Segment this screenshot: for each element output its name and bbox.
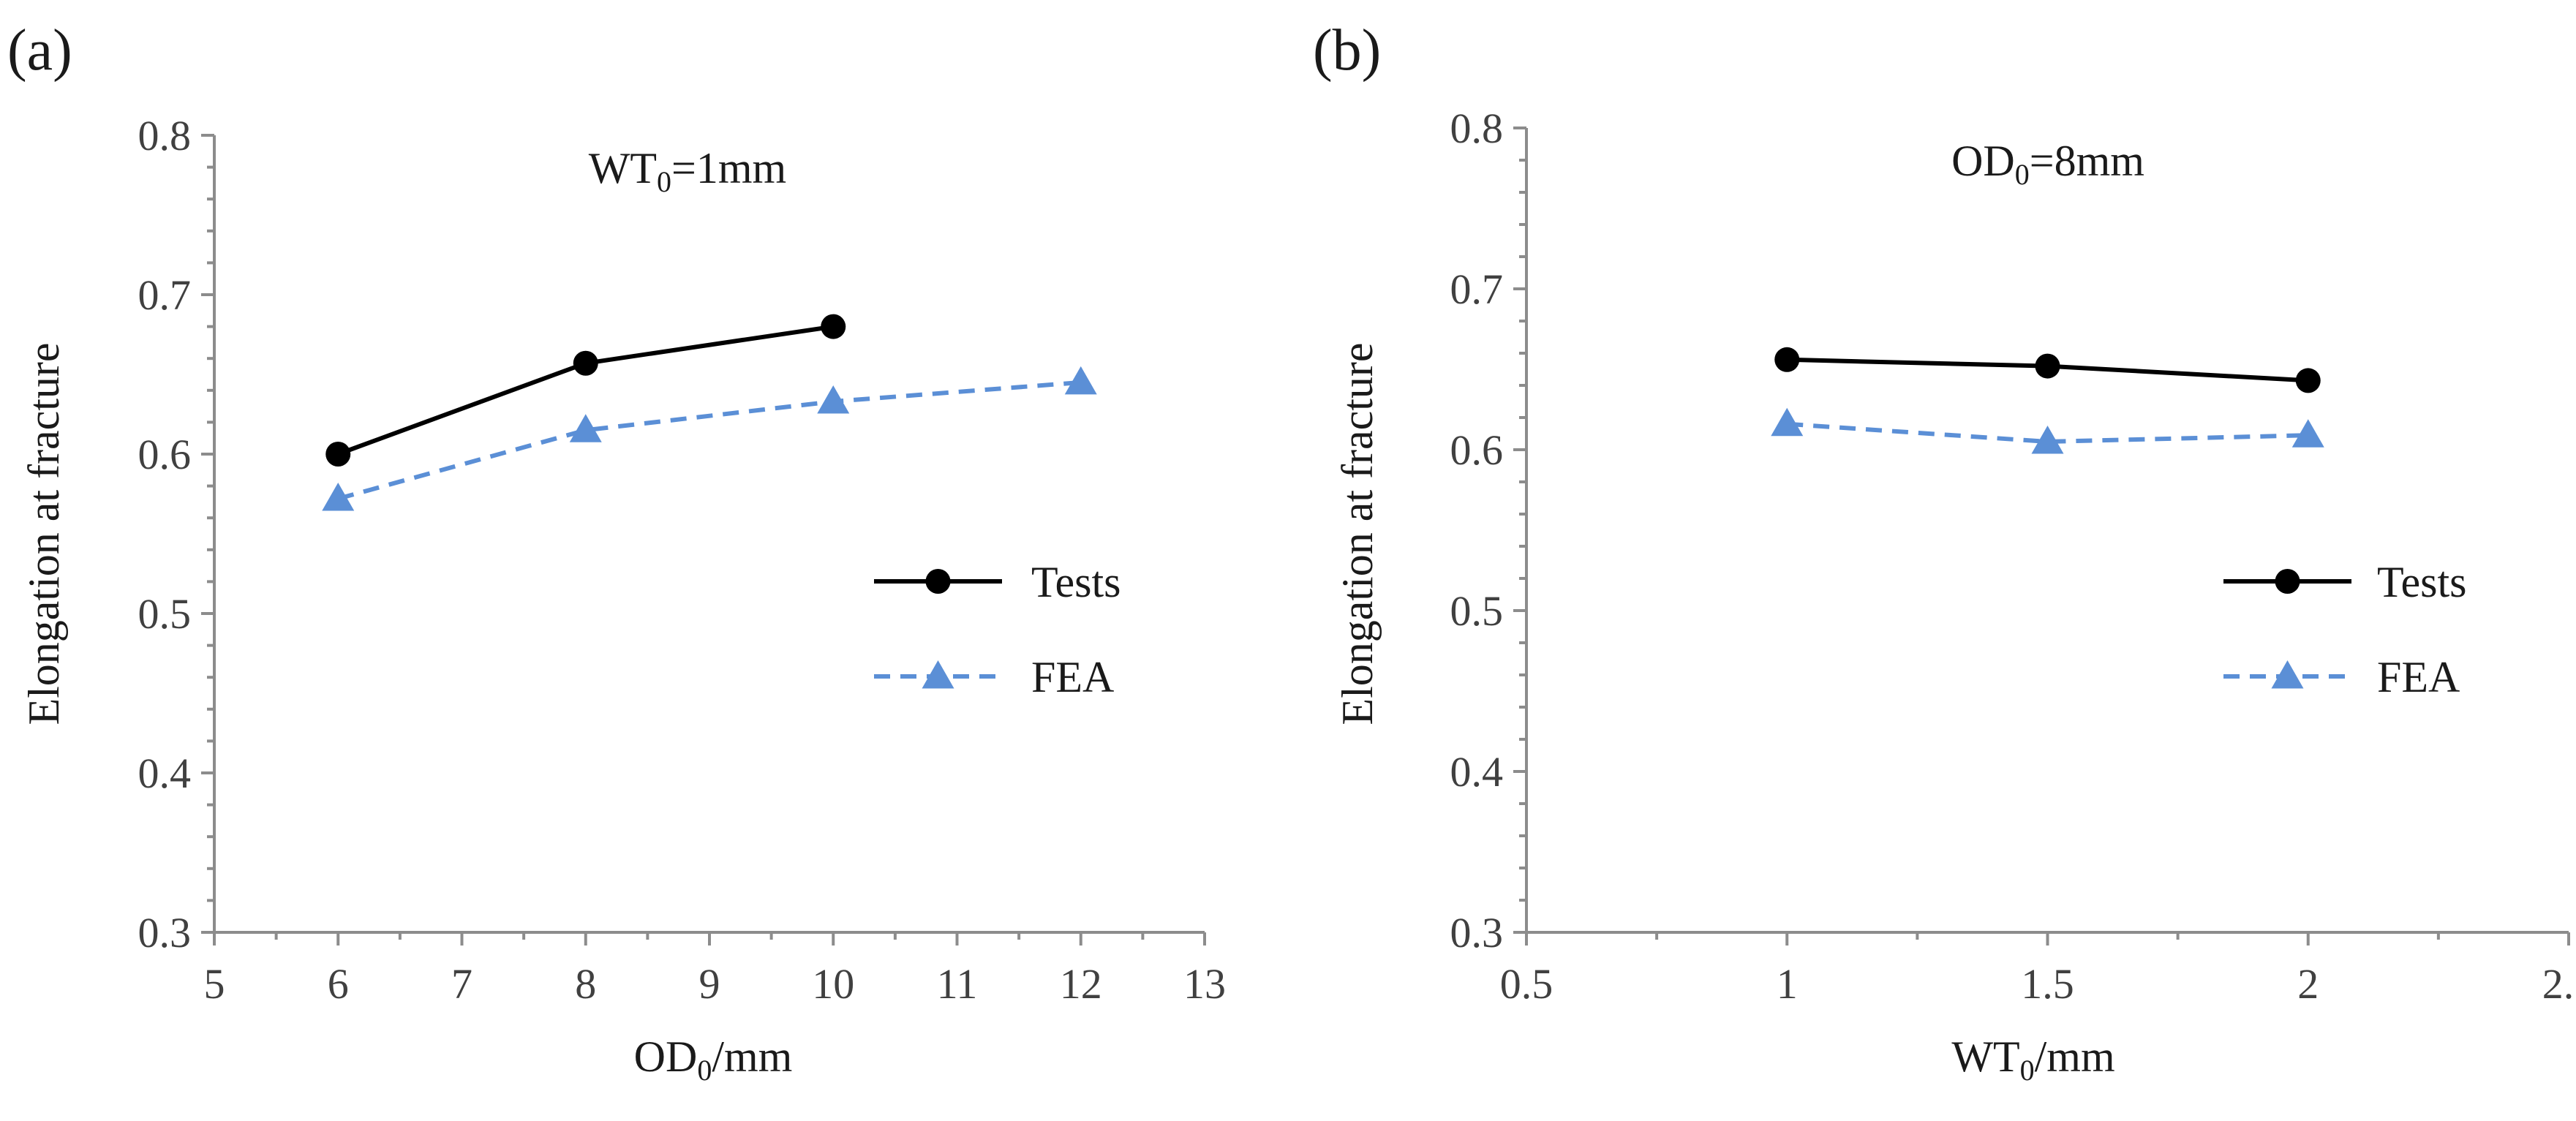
chart-panel-1: (b) 0.3 0.4 0.5 0.6 0.7 0.8 0.5 1 1.5 2 2.5 OD0=8mm W… — [1313, 18, 2576, 1087]
data-point-tests — [2035, 353, 2060, 379]
y-tick-label: 0.4 — [138, 750, 192, 797]
data-point-fea — [2291, 419, 2324, 448]
y-tick-label: 0.8 — [1450, 105, 1504, 152]
y-axis-title: Elongation at fracture — [1333, 342, 1382, 725]
x-tick-label: 11 — [937, 960, 978, 1008]
y-tick-label: 0.5 — [138, 590, 192, 638]
y-axis-title: Elongation at fracture — [20, 342, 68, 725]
series-line-fea — [337, 380, 1081, 501]
x-tick-label: 6 — [328, 960, 349, 1008]
chart-panel-0: (a) 0.3 0.4 0.5 0.6 0.7 0.8 5 6 7 8 9 10 11 12 13 WT0=1m… — [7, 18, 1226, 1087]
x-tick-label: 10 — [812, 960, 854, 1008]
x-tick-label: 1 — [1777, 960, 1798, 1008]
x-tick-label: 12 — [1060, 960, 1102, 1008]
data-point-fea — [322, 483, 355, 511]
data-point-tests — [821, 314, 846, 339]
data-point-fea — [2031, 426, 2064, 454]
legend-marker-fea — [922, 660, 954, 689]
data-point-tests — [2295, 368, 2321, 393]
data-point-fea — [569, 414, 602, 442]
y-tick-label: 0.6 — [138, 431, 192, 478]
legend-marker-tests — [925, 569, 951, 594]
data-point-fea — [817, 385, 850, 414]
x-axis-title: OD0/mm — [634, 1033, 793, 1087]
x-tick-label: 5 — [204, 960, 225, 1008]
legend-label-tests: Tests — [2377, 558, 2466, 606]
legend-marker-tests — [2275, 569, 2300, 594]
y-tick-label: 0.5 — [1450, 587, 1504, 635]
x-tick-label: 8 — [575, 960, 596, 1008]
series-line-fea — [1787, 421, 2308, 445]
data-point-tests — [573, 350, 598, 376]
y-tick-label: 0.8 — [138, 112, 192, 159]
chart-annotation: OD0=8mm — [1951, 137, 2144, 191]
y-tick-label: 0.4 — [1450, 748, 1504, 796]
y-tick-label: 0.6 — [1450, 426, 1504, 474]
y-tick-label: 0.7 — [138, 271, 192, 319]
x-tick-label: 2 — [2297, 960, 2319, 1008]
x-tick-label: 13 — [1183, 960, 1226, 1008]
data-point-fea — [1771, 407, 1804, 437]
x-tick-label: 9 — [699, 960, 720, 1008]
data-point-tests — [325, 442, 351, 467]
y-tick-label: 0.3 — [1450, 909, 1504, 956]
data-point-fea — [1064, 366, 1097, 395]
legend-marker-fea — [2271, 660, 2304, 689]
x-tick-label: 0.5 — [1500, 960, 1553, 1008]
x-axis-title: WT0/mm — [1951, 1033, 2114, 1087]
x-tick-label: 1.5 — [2021, 960, 2074, 1008]
legend-label-fea: FEA — [2377, 653, 2460, 701]
y-tick-label: 0.7 — [1450, 265, 1504, 313]
chart-annotation: WT0=1mm — [589, 144, 786, 198]
panel-label: (a) — [7, 18, 72, 83]
legend-label-fea: FEA — [1031, 653, 1114, 701]
x-tick-label: 2.5 — [2542, 960, 2576, 1008]
data-point-tests — [1774, 347, 1800, 372]
y-tick-label: 0.3 — [138, 909, 192, 956]
x-tick-label: 7 — [451, 960, 472, 1008]
panel-label: (b) — [1313, 18, 1381, 83]
legend-label-tests: Tests — [1031, 558, 1121, 606]
